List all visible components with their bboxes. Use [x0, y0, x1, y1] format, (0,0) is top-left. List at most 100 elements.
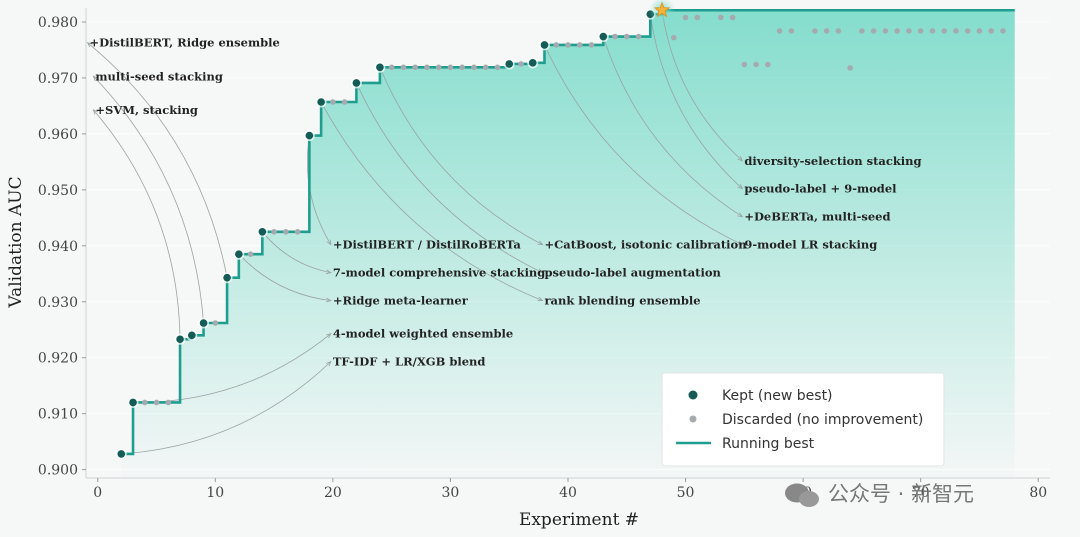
discarded-point: [1000, 28, 1006, 34]
annotation-label: +DistilBERT / DistilRoBERTa: [333, 238, 521, 252]
discarded-points: [141, 14, 1006, 406]
legend-discarded-marker: [689, 415, 697, 423]
annotation-label: +DistilBERT, Ridge ensemble: [90, 36, 280, 50]
discarded-point: [341, 99, 348, 105]
discarded-point: [424, 64, 430, 71]
running-best-area: [121, 10, 1015, 478]
annotation-arrow: [93, 109, 181, 340]
discarded-point: [435, 64, 442, 71]
annotation-label: diversity-selection stacking: [744, 154, 921, 168]
annotation-label: +DeBERTa, multi-seed: [744, 210, 890, 224]
discarded-point: [482, 64, 489, 71]
discarded-point: [165, 399, 172, 406]
discarded-point: [494, 64, 501, 71]
legend-discarded-label: Discarded (no improvement): [722, 412, 923, 428]
annotation-arrowhead: [325, 297, 332, 303]
annotation-arrowhead: [737, 240, 744, 246]
discarded-point: [459, 64, 465, 71]
discarded-point: [859, 28, 865, 34]
kept-point: [352, 79, 361, 87]
legend-box: [661, 372, 945, 467]
annotation-arrow: [93, 75, 204, 324]
kept-point: [528, 59, 537, 67]
discarded-point: [671, 34, 677, 41]
annotation-arrow: [238, 253, 331, 302]
annotation-arrow: [602, 36, 743, 218]
discarded-point: [976, 28, 983, 34]
y-tick-label: 0.980: [38, 15, 78, 31]
annotation-label: 4-model weighted ensemble: [333, 327, 513, 341]
discarded-point: [623, 33, 630, 40]
annotation-arrow: [262, 231, 331, 274]
annotation-label: rank blending ensemble: [544, 294, 700, 308]
discarded-point: [953, 28, 959, 34]
discarded-point: [694, 14, 701, 21]
discarded-point: [870, 28, 877, 34]
discarded-point: [588, 42, 595, 48]
annotation-label: 9-model LR stacking: [744, 238, 877, 252]
annotation-arrowhead: [325, 269, 332, 275]
discarded-point: [988, 28, 995, 34]
kept-point: [540, 41, 549, 49]
annotation-label: +CatBoost, isotonic calibration: [544, 238, 747, 252]
annotation-arrow: [544, 44, 743, 246]
y-tick-label: 0.910: [38, 407, 78, 423]
discarded-point: [847, 65, 853, 71]
legend-kept-marker: [688, 390, 698, 400]
discarded-point: [741, 61, 748, 68]
kept-point: [305, 131, 314, 140]
annotation-label: TF-IDF + LR/XGB blend: [333, 355, 486, 369]
discarded-point: [882, 28, 889, 34]
annotation-arrowhead: [326, 360, 332, 367]
discarded-point: [141, 399, 148, 406]
watermark: 公众号 · 新智元: [785, 482, 974, 507]
annotations: TF-IDF + LR/XGB blend 4-model weighted en…: [90, 36, 922, 369]
y-axis-title: Validation AUC: [6, 176, 26, 308]
annotation-label: pseudo-label augmentation: [544, 266, 721, 280]
discarded-point: [964, 28, 971, 34]
discarded-point: [294, 229, 301, 235]
discarded-point: [682, 14, 689, 21]
discarded-point: [812, 28, 818, 34]
annotation-arrow: [320, 101, 543, 302]
discarded-point: [412, 64, 418, 71]
discarded-point: [718, 14, 724, 21]
x-tick-label: 10: [206, 485, 224, 501]
x-tick-label: 50: [677, 485, 695, 501]
annotation-arrowhead: [737, 212, 744, 218]
annotation-arrowhead: [326, 239, 332, 246]
discarded-point: [635, 33, 642, 40]
discarded-point: [153, 399, 160, 406]
discarded-point: [835, 28, 842, 34]
discarded-point: [753, 61, 759, 68]
annotation-arrow: [121, 361, 332, 455]
discarded-point: [283, 229, 289, 235]
kept-point: [599, 32, 608, 41]
annotation-arrowhead: [737, 184, 744, 190]
annotation-arrowhead: [325, 332, 332, 339]
discarded-point: [612, 33, 618, 40]
discarded-point: [565, 42, 571, 48]
wechat-icon-bubble: [799, 491, 819, 507]
y-tick-label: 0.920: [38, 351, 78, 367]
annotation-arrow: [379, 67, 543, 246]
annotation-arrow: [356, 82, 543, 274]
kept-point: [117, 450, 126, 458]
annotation-arrowhead: [537, 268, 544, 274]
annotation-arrow: [661, 10, 743, 162]
discarded-point: [247, 251, 254, 257]
discarded-point: [330, 99, 336, 105]
kept-point: [223, 273, 231, 282]
watermark-text: 公众号 · 新智元: [828, 482, 974, 506]
y-tick-label: 0.940: [38, 239, 78, 255]
discarded-point: [271, 229, 277, 235]
y-tick-label: 0.930: [38, 295, 78, 311]
annotation-arrow: [87, 42, 228, 278]
annotation-arrow: [649, 14, 743, 190]
annotation-label: multi-seed stacking: [95, 69, 222, 83]
kept-point: [129, 398, 137, 407]
annotation-label: +SVM, stacking: [95, 103, 198, 117]
x-tick-label: 0: [93, 485, 102, 501]
discarded-point: [906, 28, 912, 34]
